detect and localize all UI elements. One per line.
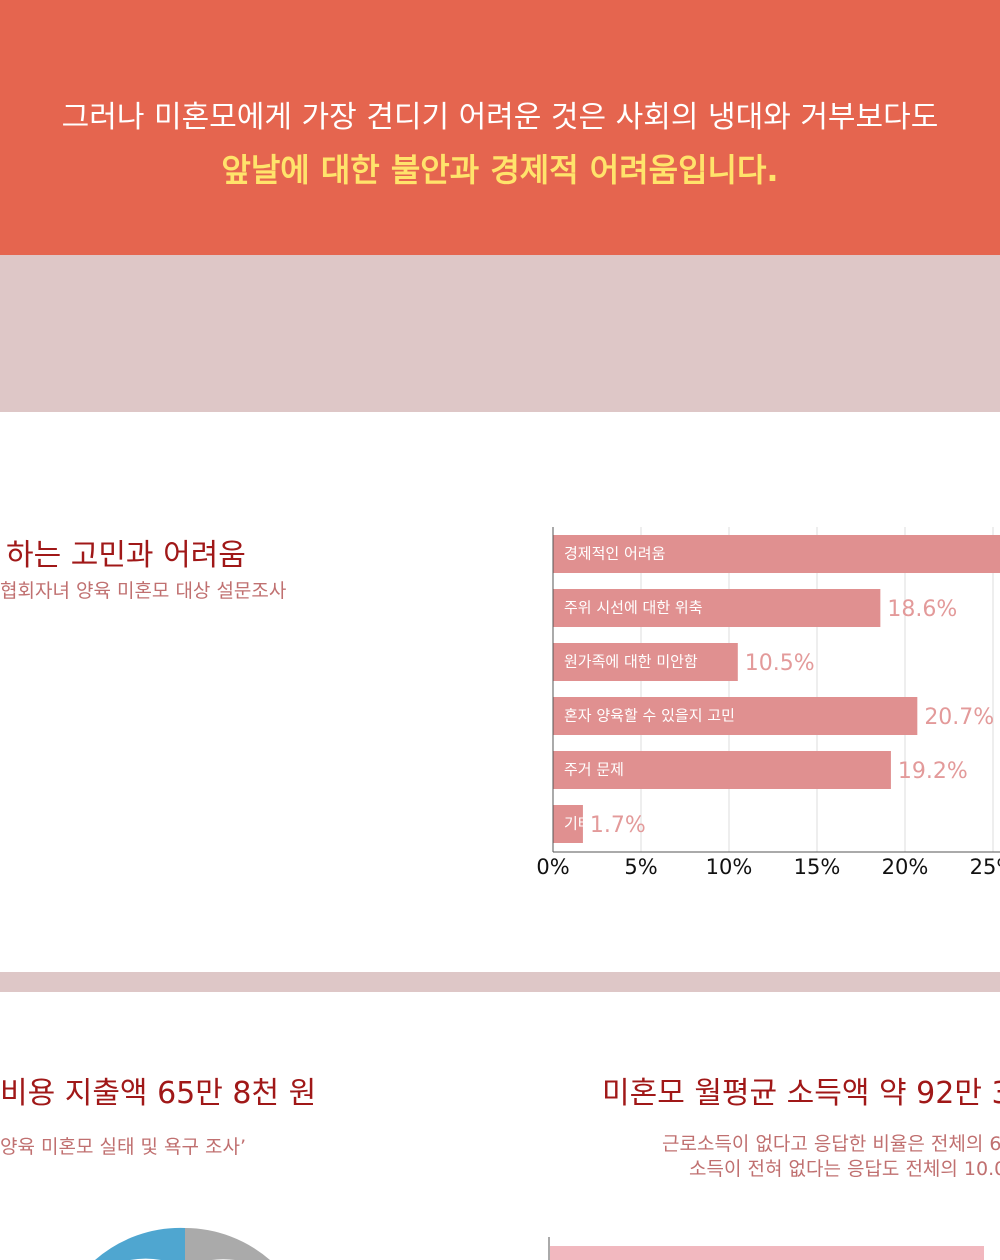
divider-band [0,255,1000,412]
x-tick-label: 15% [794,855,841,879]
value-label: 1.7% [590,813,646,838]
note: 소득이 전혀 없다는 응답도 전체의 10.0 [689,1158,1000,1180]
x-tick-label: 25% [970,855,1000,879]
x-tick-label: 5% [624,855,657,879]
section-subtitle: 협회자녀 양육 미혼모 대상 설문조사 [0,580,287,602]
bar-label: 경제적인 어려움 [564,545,665,563]
bar [553,697,918,735]
bar [550,1246,984,1260]
bar-label: 주위 시선에 대한 위축 [564,599,703,617]
bar-label: 주거 문제 [564,761,624,779]
bar [553,805,583,843]
note: 근로소득이 없다고 응답한 비율은 전체의 6 [662,1133,1000,1155]
bar [553,535,1000,573]
banner-line: 그러나 미혼모에게 가장 견디기 어려운 것은 사회의 냉대와 거부보다도 [61,100,939,135]
value-label: 10.5% [745,651,815,676]
section-subtitle: 양육 미혼모 실태 및 욕구 조사’ [0,1136,246,1158]
x-tick-label: 20% [882,855,929,879]
bar [553,589,881,627]
x-tick-label: 0% [536,855,569,879]
bar [553,643,738,681]
bar-label: 기타 [564,815,592,833]
value-label: 20.7% [924,705,994,730]
section-title: 미혼모 월평균 소득액 약 92만 3 [602,1076,1000,1111]
section-title: 비용 지출액 65만 8천 원 [0,1076,317,1111]
bar [553,751,891,789]
divider-band [0,972,1000,992]
banner-highlight: 앞날에 대한 불안과 경제적 어려움입니다. [221,151,779,189]
value-label: 18.6% [887,597,957,622]
value-label: 19.2% [898,759,968,784]
banner [0,0,1000,255]
x-tick-label: 10% [706,855,753,879]
donut-segment [185,1228,270,1260]
donut-segment [95,1227,185,1260]
bar-label: 원가족에 대한 미안함 [564,653,698,671]
section-title: 하는 고민과 어려움 [6,538,246,573]
bar-label: 혼자 양육할 수 있을지 고민 [564,707,735,725]
